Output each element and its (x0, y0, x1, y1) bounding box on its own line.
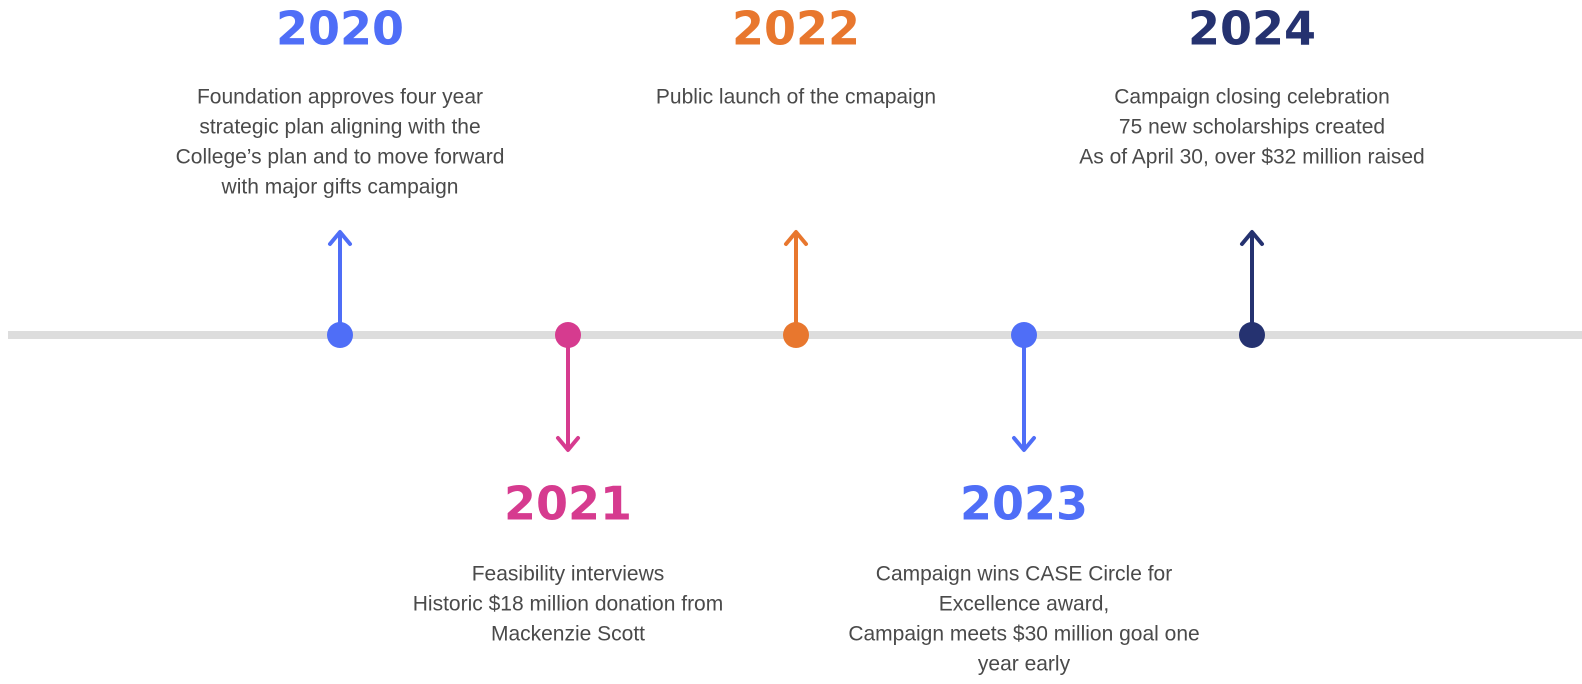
event-description: with major gifts campaign (221, 176, 459, 199)
event-description: Excellence award, (939, 593, 1109, 616)
arrow-head (1240, 230, 1264, 246)
event-description: As of April 30, over $32 million raised (1079, 146, 1425, 169)
timeline-dot (1011, 322, 1037, 348)
event-description: Feasibility interviews (472, 563, 665, 586)
event-description: Foundation approves four year (197, 86, 483, 109)
event-description: 75 new scholarships created (1119, 116, 1385, 139)
event-description: Campaign closing celebration (1114, 86, 1390, 109)
arrow-head (556, 436, 580, 452)
event-year: 2021 (504, 477, 632, 531)
event-year: 2023 (960, 477, 1088, 531)
event-description: Mackenzie Scott (491, 623, 645, 646)
timeline-dot (1239, 322, 1265, 348)
event-description: Campaign wins CASE Circle for (876, 563, 1172, 586)
arrow-head (784, 230, 808, 246)
arrow-head (328, 230, 352, 246)
event-description: strategic plan aligning with the (199, 116, 480, 139)
event-year: 2024 (1188, 2, 1316, 56)
timeline-dot (327, 322, 353, 348)
event-description: year early (978, 653, 1071, 676)
event-description: College’s plan and to move forward (176, 146, 505, 169)
event-description: Historic $18 million donation from (413, 593, 723, 616)
event-description: Campaign meets $30 million goal one (848, 623, 1199, 646)
timeline-dot (555, 322, 581, 348)
arrow-head (1012, 436, 1036, 452)
timeline-dot (783, 322, 809, 348)
event-year: 2020 (276, 2, 404, 56)
event-description: Public launch of the cmapaign (656, 86, 936, 109)
event-year: 2022 (732, 2, 860, 56)
